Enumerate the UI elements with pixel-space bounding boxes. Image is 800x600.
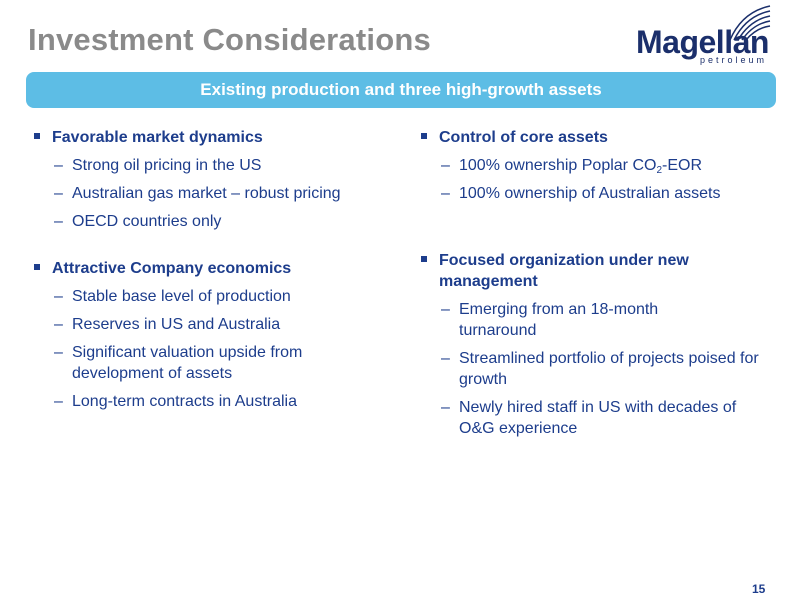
left-column: Favorable market dynamics – Strong oil pr… <box>34 127 394 438</box>
square-bullet-icon <box>421 133 427 139</box>
list-item: – Streamlined portfolio of projects poise… <box>441 350 759 388</box>
list-item: – Reserves in US and Australia <box>54 316 281 333</box>
logo-wordmark: Magellan <box>636 24 769 60</box>
list-item: – Newly hired staff in US with decades of… <box>441 399 737 437</box>
section-heading: Focused organization under new managemen… <box>421 250 739 292</box>
banner: Existing production and three high-growt… <box>26 72 776 108</box>
section-core-assets: Control of core assets –100% ownership P… <box>421 127 781 204</box>
list-item: – Strong oil pricing in the US <box>54 157 262 174</box>
section-heading: Control of core assets <box>421 127 781 148</box>
list-item: –100% ownership of Australian assets <box>441 185 721 202</box>
list-item: – Emerging from an 18-month turnaround <box>441 301 659 339</box>
list-item: – Long-term contracts in Australia <box>54 393 297 410</box>
section-company-economics: Attractive Company economics – Stable bas… <box>34 258 394 412</box>
list-item: – Stable base level of production <box>54 288 291 305</box>
section-heading: Favorable market dynamics <box>34 127 394 148</box>
page-number: 15 <box>752 582 766 596</box>
section-market-dynamics: Favorable market dynamics – Strong oil pr… <box>34 127 394 232</box>
square-bullet-icon <box>34 264 40 270</box>
square-bullet-icon <box>34 133 40 139</box>
list-item: – Australian gas market – robust pricing <box>54 185 341 202</box>
company-logo: Magellan petroleum <box>630 2 780 72</box>
square-bullet-icon <box>421 256 427 262</box>
slide-title: Investment Considerations <box>28 22 431 57</box>
section-focused-organization: Focused organization under new managemen… <box>421 250 781 439</box>
logo-subtitle: petroleum <box>700 55 768 65</box>
list-item: –100% ownership Poplar CO2-EOR <box>441 157 702 176</box>
list-item: – Significant valuation upside from devel… <box>54 344 303 382</box>
section-heading: Attractive Company economics <box>34 258 394 279</box>
right-column: Control of core assets –100% ownership P… <box>421 127 781 465</box>
list-item: – OECD countries only <box>54 213 222 230</box>
signal-arcs-icon <box>729 5 771 41</box>
